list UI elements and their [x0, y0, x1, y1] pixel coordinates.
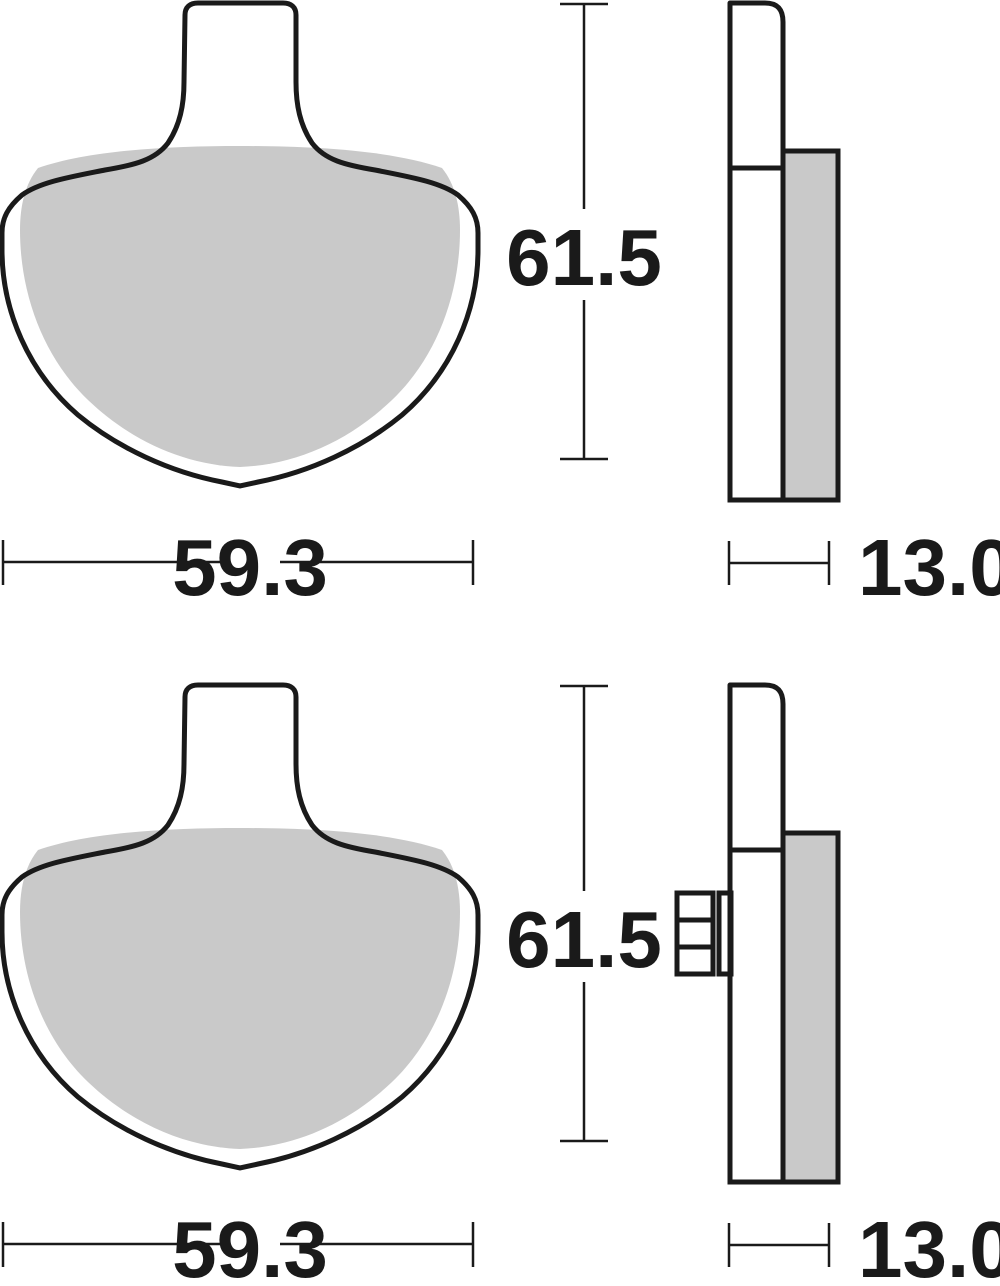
svg-text:59.3: 59.3: [172, 523, 328, 612]
svg-text:13.0: 13.0: [858, 523, 1000, 612]
svg-text:13.0: 13.0: [858, 1205, 1000, 1286]
svg-text:59.3: 59.3: [172, 1205, 328, 1286]
svg-text:61.5: 61.5: [506, 213, 662, 302]
svg-text:61.5: 61.5: [506, 895, 662, 984]
